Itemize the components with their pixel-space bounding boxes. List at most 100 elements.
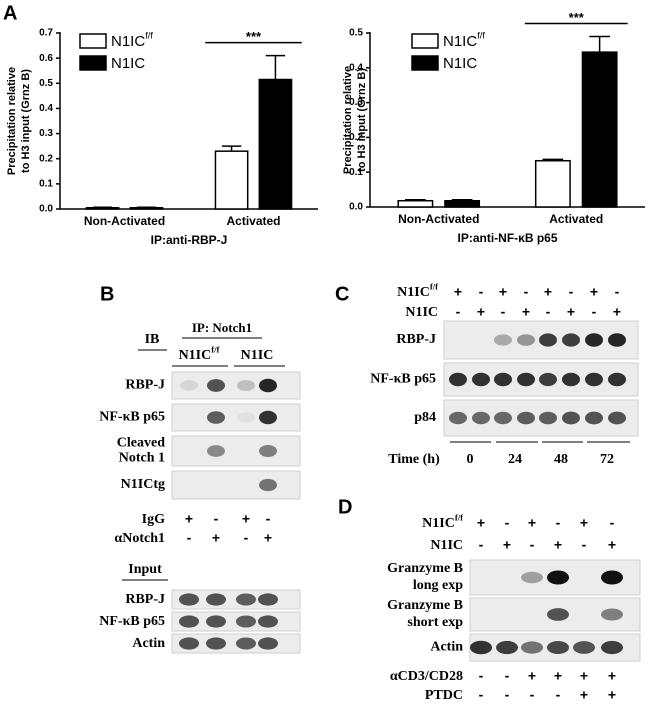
y-axis-label: Precipitation relative: [6, 67, 18, 175]
blot-band: [236, 615, 256, 628]
lane-sign: +: [608, 687, 616, 703]
blot-strip: [171, 371, 301, 400]
lane-sign: -: [505, 668, 510, 684]
treatment-label: IgG: [142, 512, 165, 527]
legend-swatch: [411, 33, 439, 49]
blot-band: [573, 641, 595, 654]
x-tick-label: Non-Activated: [398, 212, 479, 226]
blot-label: NF-κB p65: [99, 410, 165, 425]
column-label-base: N1IC: [241, 348, 274, 363]
lane-sign: -: [501, 304, 506, 320]
lane-sign: -: [479, 537, 484, 553]
genotype-label-base: N1IC: [430, 538, 463, 553]
blot-band: [539, 411, 557, 425]
blot-band: [547, 608, 569, 621]
blot-band: [206, 637, 226, 650]
lane-sign: -: [556, 687, 561, 703]
blot-band: [608, 411, 626, 425]
genotype-label-sup: f/f: [430, 282, 438, 292]
genotype-label: N1ICf/f: [422, 513, 463, 532]
blot-band: [236, 593, 256, 606]
error-bar: [589, 35, 610, 53]
blot-band: [521, 571, 543, 584]
error-bar: [542, 158, 564, 161]
column-label-base: N1IC: [179, 348, 212, 363]
lane-sign: +: [264, 530, 272, 546]
blot-band: [179, 615, 199, 628]
treatment-label: PTDC: [425, 688, 463, 703]
x-axis-label: IP:anti-NF-κB p65: [457, 231, 557, 245]
lane-sign: +: [613, 304, 621, 320]
genotype-label: N1IC: [405, 305, 438, 320]
bar: [397, 199, 434, 208]
genotype-label-base: N1IC: [405, 305, 438, 320]
blot-band: [206, 615, 226, 628]
lane-sign: -: [244, 530, 249, 546]
lane-sign: +: [522, 304, 530, 320]
blot-band: [601, 570, 623, 585]
blot-band: [585, 333, 603, 347]
blot-band: [449, 411, 467, 425]
y-tick-label: 0.3: [349, 97, 363, 108]
error-bar: [451, 198, 473, 201]
lane-sign: -: [610, 515, 615, 531]
ib-title: IB: [145, 332, 160, 347]
significance-label: ***: [569, 10, 585, 25]
column-label: N1ICf/f: [179, 345, 220, 364]
blot-band: [494, 372, 512, 387]
blot-label: short exp: [407, 615, 463, 630]
blot-band: [585, 411, 603, 425]
blot-band: [470, 640, 492, 655]
treatment-label: αCD3/CD28: [390, 669, 463, 684]
blot-band: [608, 333, 626, 347]
ip-header: IP: Notch1: [192, 320, 252, 335]
blot-band: [494, 411, 512, 425]
blot-band: [258, 615, 278, 628]
genotype-label-sup: f/f: [455, 513, 463, 523]
blot-label: Granzyme B: [387, 561, 463, 576]
blot-band: [237, 412, 255, 423]
column-label: N1IC: [241, 348, 274, 363]
blot-label: Cleaved: [117, 436, 165, 451]
y-tick-label: 0.6: [39, 53, 53, 64]
lane-sign: -: [479, 284, 484, 300]
lane-sign: -: [187, 530, 192, 546]
lane-sign: +: [528, 515, 536, 531]
genotype-label: N1IC: [430, 538, 463, 553]
lane-sign: -: [505, 515, 510, 531]
y-tick-label: 0.2: [349, 132, 363, 143]
y-axis-label: Precipitation relative: [342, 66, 354, 174]
blot-strip: [171, 470, 301, 500]
lane-sign: -: [530, 687, 535, 703]
blot-band: [517, 334, 535, 346]
blot-label: p84: [414, 410, 436, 425]
panel-letter: A: [3, 2, 17, 24]
time-value: 0: [467, 452, 474, 467]
blot-band: [258, 593, 278, 606]
blot-label: RBP-J: [125, 592, 165, 607]
blot-band: [207, 411, 225, 424]
lane-sign: +: [580, 687, 588, 703]
legend-label: N1ICf/f: [111, 31, 153, 50]
legend-swatch: [79, 55, 107, 71]
bar: [214, 150, 249, 210]
lane-sign: -: [546, 304, 551, 320]
blot-label: Actin: [132, 636, 165, 651]
y-tick-label: 0.5: [349, 28, 363, 39]
blot-band: [521, 641, 543, 654]
time-value: 24: [508, 452, 522, 467]
blot-strip: [171, 403, 301, 432]
y-tick-label: 0.7: [39, 28, 53, 39]
lane-sign: +: [554, 668, 562, 684]
time-label: Time (h): [388, 452, 440, 467]
blot-band: [539, 372, 557, 387]
lane-sign: -: [505, 687, 510, 703]
blot-band: [259, 410, 277, 425]
lane-sign: +: [567, 304, 575, 320]
blot-label: Notch 1: [119, 451, 165, 466]
blot-band: [517, 411, 535, 425]
significance-label: ***: [246, 29, 262, 44]
blot-label: Actin: [430, 640, 463, 655]
legend-label-base: N1IC: [111, 33, 145, 50]
y-tick-label: 0.0: [349, 202, 363, 213]
